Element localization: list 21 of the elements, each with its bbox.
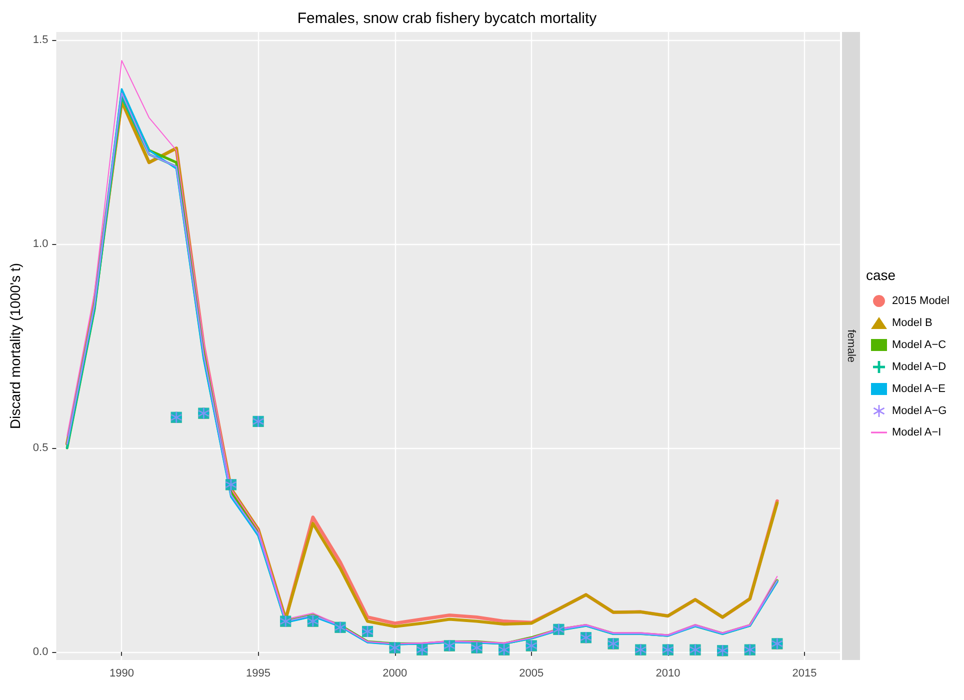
y-tick-label: 0.0 (32, 646, 48, 658)
legend-label: Model B (892, 317, 932, 329)
legend-label: Model A−D (892, 361, 946, 373)
y-tick-label: 0.5 (32, 442, 48, 454)
legend-label: Model A−E (892, 383, 946, 395)
x-tick-label: 2010 (656, 668, 680, 680)
legend-label: 2015 Model (892, 295, 950, 307)
legend-label: Model A−G (892, 405, 947, 417)
y-tick-label: 1.0 (32, 238, 48, 250)
legend-title: case (866, 267, 896, 283)
x-tick-label: 2000 (382, 668, 408, 680)
y-tick-label: 1.5 (32, 34, 48, 46)
y-axis-title: Discard mortality (1000's t) (7, 262, 23, 430)
chart-title: Females, snow crab fishery bycatch mortality (297, 10, 598, 27)
text: female (845, 329, 857, 363)
x-tick-label: 1990 (109, 668, 134, 680)
x-tick-label: 2005 (519, 668, 544, 680)
legend-label: Model A−I (892, 426, 942, 438)
x-tick-label: 1995 (246, 668, 271, 680)
x-tick-label: 2015 (792, 668, 817, 680)
legend-label: Model A−C (892, 339, 946, 351)
